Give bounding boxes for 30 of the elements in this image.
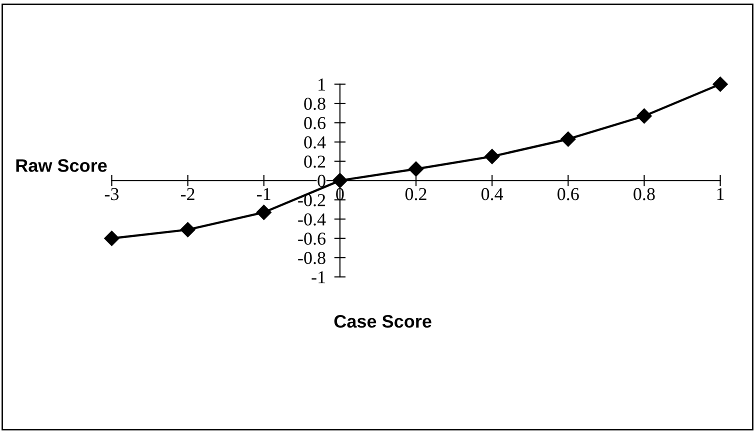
- y-tick-label: 0.2: [304, 156, 326, 168]
- point: [180, 222, 196, 238]
- x-tick-label: -1: [257, 188, 270, 200]
- x-tick-label: 0.2: [405, 188, 426, 200]
- y-axis-title: Raw Score: [16, 159, 107, 172]
- y-tick-label: -1: [312, 271, 325, 284]
- y-tick-label: -0.2: [298, 194, 326, 206]
- y-tick-label: -0.8: [298, 252, 326, 264]
- x-tick-label: -2: [180, 188, 194, 200]
- point: [636, 108, 652, 124]
- x-tick-label: -3: [104, 188, 119, 200]
- x-tick-label: 1: [717, 188, 724, 200]
- y-tick-label: -0.6: [298, 232, 326, 245]
- y-tick-label: -0.4: [298, 213, 326, 226]
- point: [484, 148, 500, 164]
- y-tick-label: 0: [318, 174, 326, 187]
- y-tick-label: 0.6: [304, 116, 326, 130]
- y-tick-label: 0.8: [304, 98, 326, 110]
- y-tick-label: 0.4: [304, 136, 326, 149]
- y-tick-label: 1: [318, 78, 325, 90]
- x-axis-title: Case Score: [334, 314, 432, 328]
- point: [104, 230, 120, 246]
- point: [560, 132, 576, 147]
- x-tick-label: 0.4: [481, 188, 504, 200]
- point: [256, 204, 272, 220]
- point: [332, 172, 348, 188]
- x-tick-label: 0.8: [634, 188, 655, 200]
- point: [408, 161, 424, 177]
- point: [712, 76, 728, 92]
- x-tick-label: 0.6: [558, 188, 579, 200]
